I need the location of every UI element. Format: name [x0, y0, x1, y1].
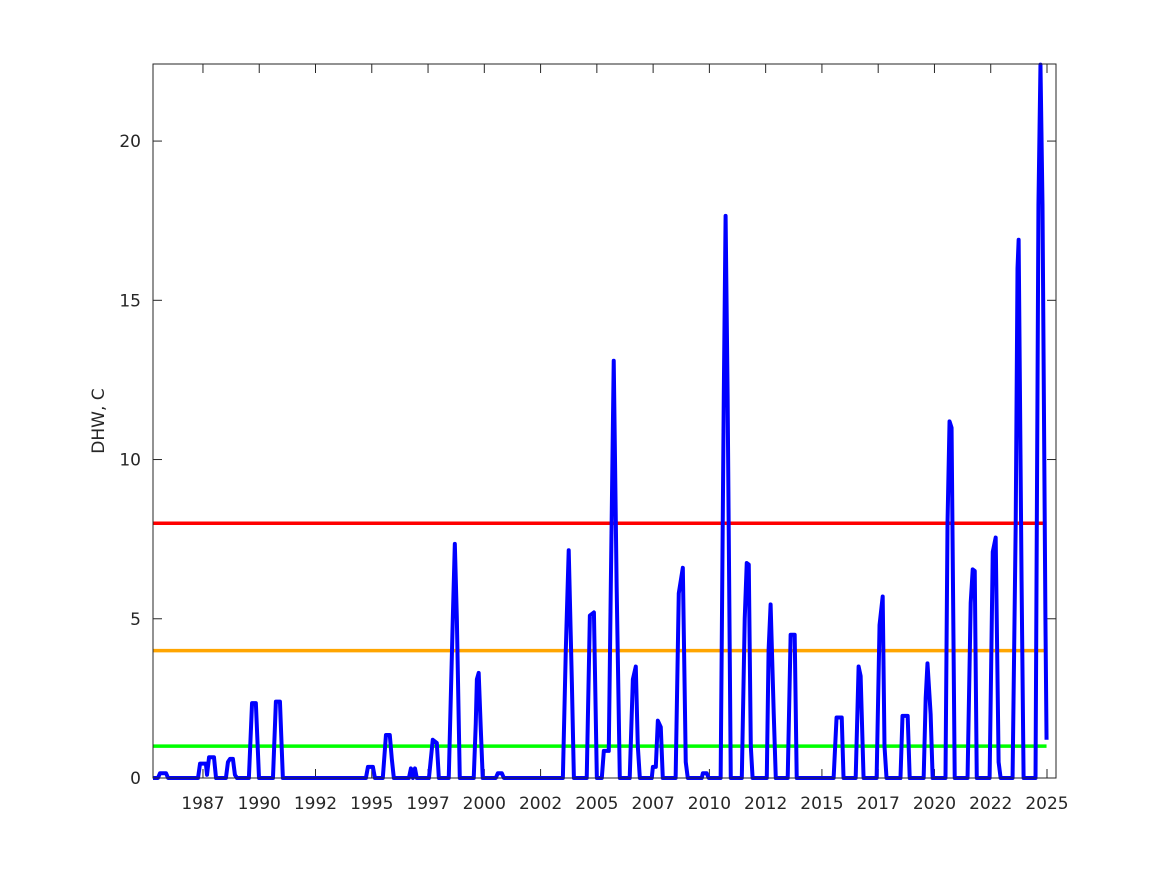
y-tick-label: 10	[119, 451, 141, 471]
x-tick-label: 2022	[969, 794, 1012, 814]
x-tick-label: 2000	[463, 794, 506, 814]
y-tick-label: 20	[119, 132, 141, 152]
y-axis-label: DHW, C	[89, 388, 109, 453]
y-tick-label: 15	[119, 291, 141, 311]
x-tick-label: 2017	[857, 794, 900, 814]
x-tick-label: 1992	[294, 794, 337, 814]
x-tick-label: 1995	[350, 794, 393, 814]
plot-frame	[152, 63, 1057, 779]
x-tick-label: 1987	[181, 794, 224, 814]
x-tick-label: 2012	[744, 794, 787, 814]
x-tick-label: 2015	[800, 794, 843, 814]
data-line	[153, 62, 1049, 780]
x-tick-label: 2005	[575, 794, 618, 814]
x-tick-label: 1990	[238, 794, 281, 814]
plot-area	[153, 64, 1056, 778]
x-tick-label: 2020	[913, 794, 956, 814]
x-tick-label: 2002	[519, 794, 562, 814]
y-tick-label: 5	[130, 610, 141, 630]
x-tick-label: 2025	[1025, 794, 1068, 814]
x-tick-label: 2007	[631, 794, 674, 814]
x-tick-label: 1997	[406, 794, 449, 814]
x-tick-label: 2010	[688, 794, 731, 814]
y-tick-label: 0	[130, 769, 141, 789]
